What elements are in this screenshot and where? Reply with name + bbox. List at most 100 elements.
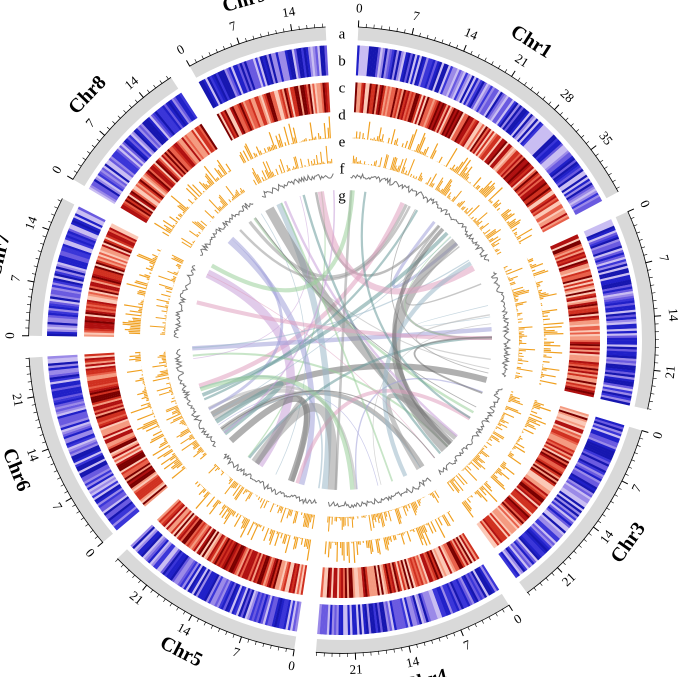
tick-mark <box>67 175 74 180</box>
indel-bar <box>191 432 192 434</box>
repeat-density-cell <box>554 247 584 261</box>
minor-tick <box>37 426 42 429</box>
snp-bar <box>488 478 490 480</box>
gene-density-cell <box>486 92 506 120</box>
indel-bar <box>490 238 501 246</box>
repeat-density-cell <box>567 372 598 380</box>
indel-bar <box>475 455 486 464</box>
repeat-density-cell <box>294 564 302 594</box>
indel-bar <box>221 470 224 473</box>
repeat-density-cell <box>286 562 295 593</box>
repeat-density-cell <box>241 549 255 579</box>
snp-bar <box>481 485 498 503</box>
minor-tick <box>648 400 653 403</box>
snp-bar <box>141 371 143 373</box>
snp-bar <box>405 531 407 533</box>
repeat-density-cell <box>463 121 482 149</box>
minor-tick <box>176 606 179 611</box>
repeat-density-cell <box>233 105 248 134</box>
gene-density-cell <box>451 71 467 100</box>
gene-density-cell <box>47 314 78 320</box>
synteny-link <box>228 395 311 483</box>
repeat-density-cell <box>457 117 475 145</box>
snp-bar <box>255 146 261 156</box>
indel-bar <box>157 356 166 358</box>
indel-bar <box>192 243 194 245</box>
repeat-density-cell <box>144 172 169 194</box>
repeat-density-cell <box>86 368 117 376</box>
minor-tick <box>647 269 652 271</box>
snp-bar <box>287 534 290 536</box>
indel-bar <box>490 243 491 244</box>
indel-bar <box>327 516 329 523</box>
gene-density-cell <box>543 148 569 170</box>
repeat-density-cell <box>153 161 178 184</box>
repeat-density-cell <box>568 367 599 374</box>
synteny-link <box>198 201 405 388</box>
repeat-density-cell <box>408 557 420 587</box>
indel-bar <box>410 502 417 516</box>
minor-tick <box>453 632 456 637</box>
repeat-density-cell <box>568 361 599 367</box>
repeat-density-cell <box>242 101 256 130</box>
indel-bar <box>176 263 182 267</box>
repeat-density-cell <box>108 228 137 244</box>
snp-bar <box>138 353 141 355</box>
snp-bar <box>543 333 564 335</box>
repeat-density-cell <box>128 193 155 213</box>
indel-bar <box>518 355 524 358</box>
gene-density-cell <box>602 388 633 397</box>
snp-bar <box>433 519 435 521</box>
indel-bar <box>274 175 276 177</box>
gene-density-cell <box>596 258 627 270</box>
gene-density-cell <box>483 90 502 117</box>
snp-bar <box>431 150 437 160</box>
repeat-density-cell <box>218 540 236 568</box>
repeat-density-cell <box>414 95 427 125</box>
gene-density-cell <box>449 70 465 99</box>
indel-bar <box>457 201 463 207</box>
indel-bar <box>299 158 303 168</box>
repeat-density-cell <box>100 419 130 433</box>
snp-bar <box>313 137 315 140</box>
indel-bar <box>461 206 466 211</box>
indel-bar <box>446 481 455 492</box>
repeat-density-cell <box>509 164 533 187</box>
repeat-density-cell <box>427 101 442 130</box>
snp-bar <box>533 270 549 277</box>
minor-tick <box>106 126 111 131</box>
snp-bar <box>418 526 428 546</box>
indel-bar <box>245 489 249 493</box>
repeat-density-cell <box>320 567 325 598</box>
repeat-density-cell <box>137 478 163 499</box>
gene-density-cell <box>321 604 327 635</box>
snp-bar <box>170 447 172 449</box>
repeat-density-cell <box>190 129 211 156</box>
snp-bar <box>259 524 262 528</box>
gene-density-cell <box>47 333 78 337</box>
gene-density-cell <box>606 354 637 360</box>
minor-tick <box>426 34 429 39</box>
gene-density-cell <box>536 518 560 541</box>
indel-bar <box>264 179 266 181</box>
repeat-density-cell <box>88 287 119 296</box>
repeat-density-cell <box>412 94 425 124</box>
indel-bar <box>158 390 173 396</box>
gene-density-cell <box>420 58 432 88</box>
gene-density-cell <box>107 501 134 522</box>
minor-tick <box>647 408 652 410</box>
indel-bar <box>492 242 500 248</box>
snp-bar <box>217 164 227 176</box>
gene-density-cell <box>501 550 522 576</box>
repeat-density-cell <box>542 216 570 233</box>
snp-bar <box>497 467 502 472</box>
tick-mark <box>186 60 191 67</box>
indel-bar <box>245 491 252 502</box>
repeat-density-cell <box>231 546 247 575</box>
repeat-density-cell <box>199 123 218 150</box>
minor-tick <box>536 91 540 95</box>
indel-bar <box>463 468 465 470</box>
repeat-density-cell <box>502 500 526 523</box>
repeat-density-cell <box>515 486 540 508</box>
snp-bar <box>145 267 153 271</box>
